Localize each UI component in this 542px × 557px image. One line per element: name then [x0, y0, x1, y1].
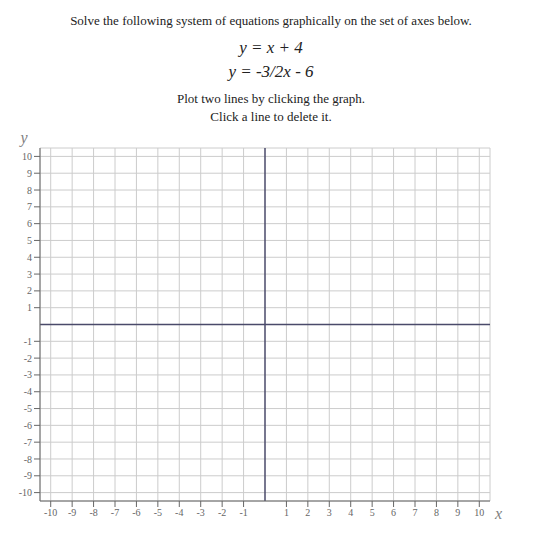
svg-text:10: 10: [22, 151, 32, 162]
html-text:Plot two lines by clicking the: Plot two lines by clicking the graph.: [176, 91, 366, 106]
svg-text:2: 2: [27, 285, 32, 296]
svg-text:-7: -7: [24, 437, 32, 448]
svg-text:x: x: [494, 505, 502, 522]
svg-text:5: 5: [370, 507, 375, 518]
svg-text:-10: -10: [44, 507, 57, 518]
svg-text:-4: -4: [24, 386, 32, 397]
svg-text:6: 6: [27, 218, 32, 229]
svg-text:-3: -3: [197, 507, 205, 518]
html-text:y = x + 4: y = x + 4: [239, 38, 303, 57]
html-text:Click a line to delete it.: Click a line to delete it.: [210, 109, 332, 124]
svg-text:9: 9: [455, 507, 460, 518]
svg-text:9: 9: [27, 168, 32, 179]
svg-text:3: 3: [27, 269, 32, 280]
svg-text:6: 6: [391, 507, 396, 518]
svg-text:-10: -10: [19, 487, 32, 498]
svg-text:-6: -6: [24, 420, 32, 431]
svg-text:8: 8: [27, 185, 32, 196]
svg-text:-5: -5: [24, 403, 32, 414]
svg-text:-7: -7: [111, 507, 119, 518]
svg-text:-9: -9: [24, 470, 32, 481]
svg-text:8: 8: [434, 507, 439, 518]
svg-text:3: 3: [327, 507, 332, 518]
svg-text:-2: -2: [24, 353, 32, 364]
svg-text:-9: -9: [68, 507, 76, 518]
svg-text:y: y: [18, 129, 28, 147]
svg-text:-8: -8: [24, 454, 32, 465]
svg-text:4: 4: [27, 252, 32, 263]
svg-text:-8: -8: [89, 507, 97, 518]
svg-text:4: 4: [348, 507, 353, 518]
svg-text:2: 2: [305, 507, 310, 518]
svg-text:5: 5: [27, 235, 32, 246]
svg-text:-3: -3: [24, 369, 32, 380]
svg-text:1: 1: [284, 507, 289, 518]
svg-text:7: 7: [27, 201, 32, 212]
svg-text:-5: -5: [154, 507, 162, 518]
svg-text:1: 1: [27, 302, 32, 313]
svg-text:10: 10: [474, 507, 484, 518]
svg-text:-1: -1: [24, 336, 32, 347]
html-text:y = -3/2x - 6: y = -3/2x - 6: [228, 62, 314, 81]
svg-text:7: 7: [413, 507, 418, 518]
svg-text:-6: -6: [132, 507, 140, 518]
svg-text:-1: -1: [239, 507, 247, 518]
html-text:Solve the following system of: Solve the following system of equations …: [70, 13, 472, 28]
svg-text:-2: -2: [218, 507, 226, 518]
svg-text:-4: -4: [175, 507, 183, 518]
